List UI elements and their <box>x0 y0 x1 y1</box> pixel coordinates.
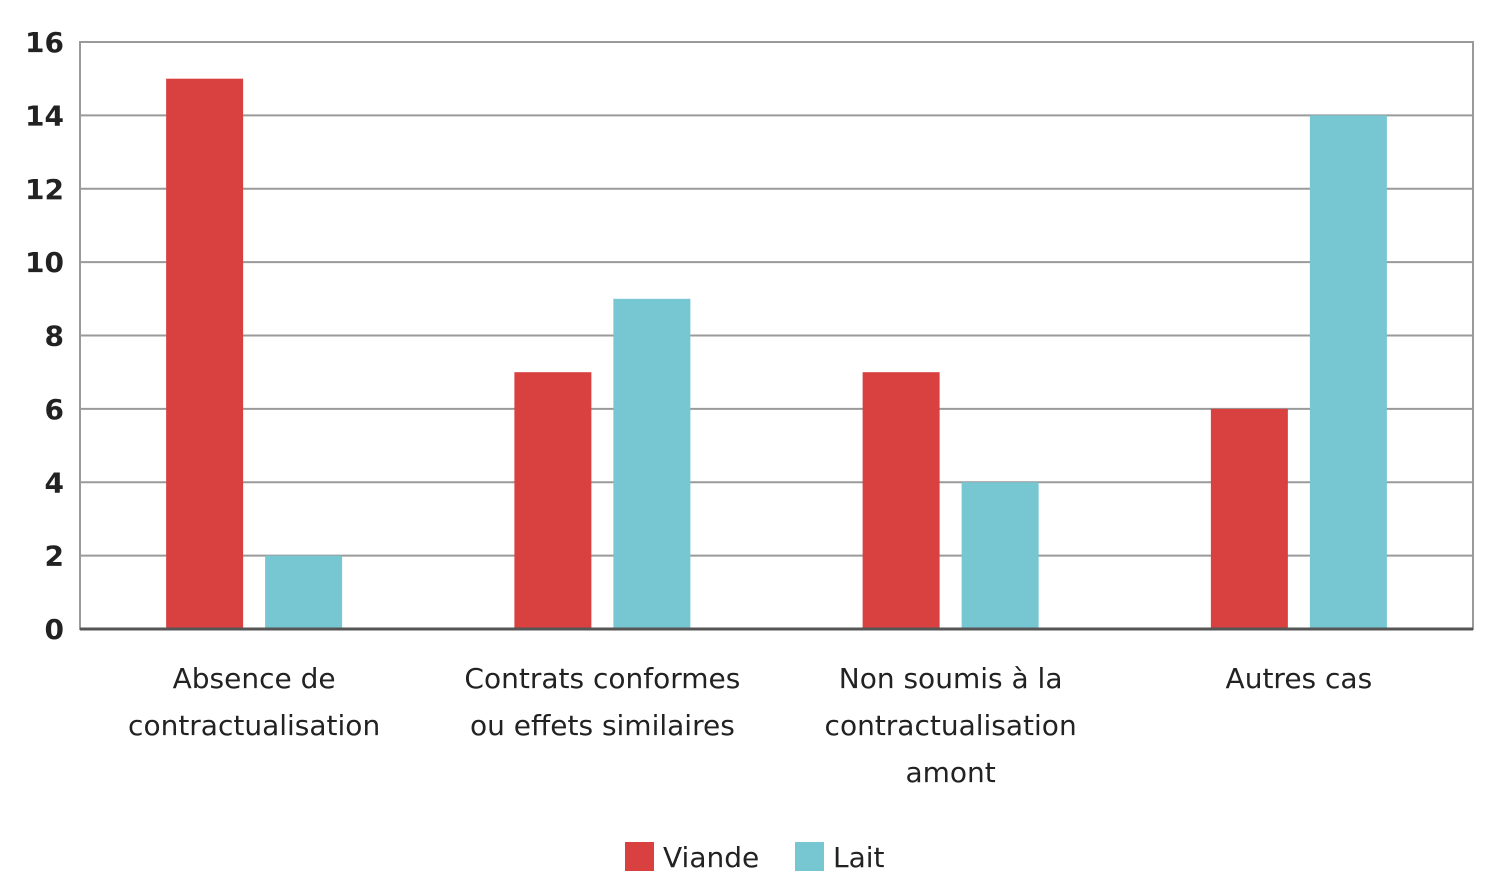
gridlines <box>80 41 1473 557</box>
bar-viande <box>514 372 592 629</box>
y-tick-label: 2 <box>45 540 64 573</box>
y-tick-label: 10 <box>25 246 64 279</box>
x-axis-categories: Absence de contractualisation Contrats con… <box>128 662 1372 789</box>
x-category-label-line: Autres cas <box>1226 662 1373 695</box>
bar-lait <box>613 298 691 629</box>
x-category-label: Autres cas <box>1226 662 1373 695</box>
bar-viande <box>166 78 244 629</box>
legend-label-lait: Lait <box>833 841 885 874</box>
y-tick-label: 12 <box>25 173 64 206</box>
legend-label-viande: Viande <box>663 841 759 874</box>
x-category-label-line: contractualisation <box>128 709 380 742</box>
x-category-label-line: contractualisation <box>825 709 1077 742</box>
y-tick-label: 8 <box>45 320 64 353</box>
x-category-label: Absence de contractualisation <box>128 662 380 742</box>
bar-lait <box>961 482 1039 629</box>
legend-swatch-lait <box>795 842 824 871</box>
y-tick-label: 4 <box>45 466 64 499</box>
bar-viande <box>1210 408 1288 629</box>
x-category-label: Contrats conformes ou effets similaires <box>464 662 740 742</box>
legend: Viande Lait <box>625 841 885 874</box>
y-tick-label: 6 <box>45 393 64 426</box>
bar-lait <box>1309 115 1387 629</box>
bars <box>166 78 1387 629</box>
plot-frame <box>79 41 1474 631</box>
x-category-label-line: Non soumis à la <box>839 662 1063 695</box>
x-category-label-line: ou effets similaires <box>470 709 735 742</box>
x-category-label-line: Absence de <box>173 662 336 695</box>
legend-swatch-viande <box>625 842 654 871</box>
y-tick-label: 14 <box>25 99 64 132</box>
x-category-label-line: amont <box>905 756 995 789</box>
bar-lait <box>265 555 343 629</box>
x-category-label: Non soumis à la contractualisation amont <box>825 662 1077 789</box>
y-tick-label: 16 <box>25 26 64 59</box>
bar-viande <box>862 372 940 629</box>
y-tick-label: 0 <box>45 613 64 646</box>
x-category-label-line: Contrats conformes <box>464 662 740 695</box>
y-axis-ticks: 0 2 4 6 8 10 12 14 16 <box>25 26 64 646</box>
